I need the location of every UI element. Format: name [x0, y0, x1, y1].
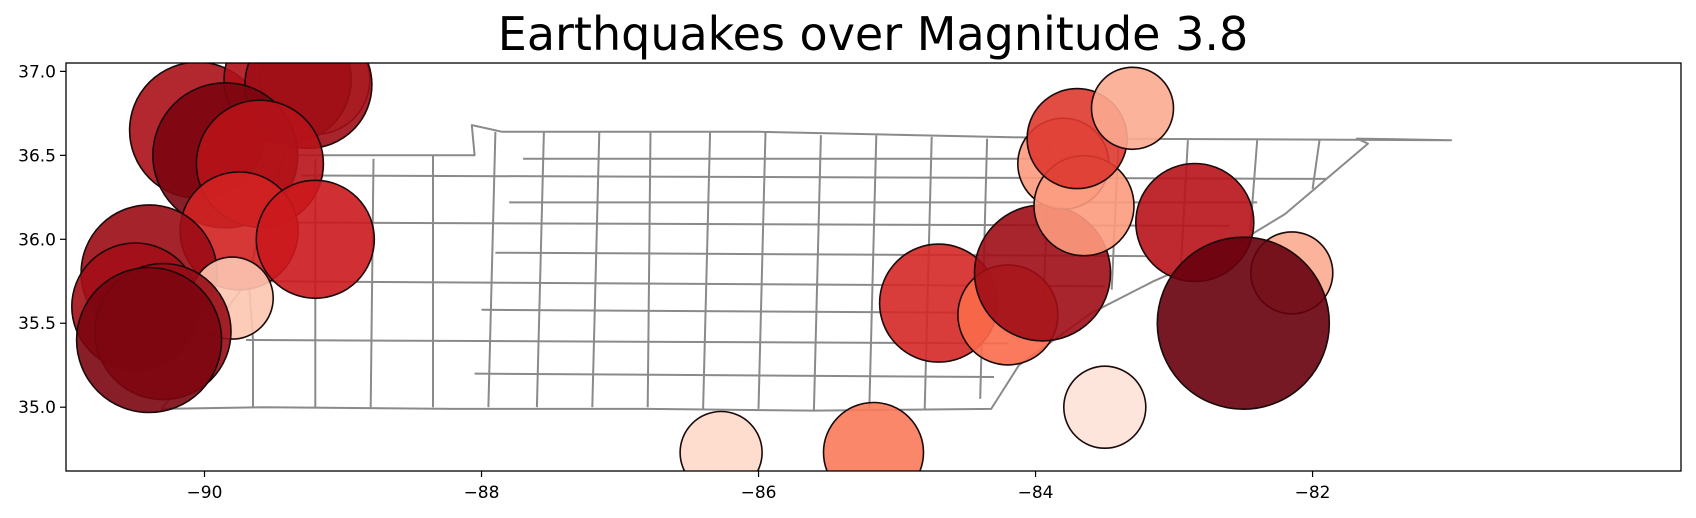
earthquake-marker	[255, 179, 376, 300]
county-boundary-line	[1311, 140, 1321, 190]
y-tick-label: 36.5	[18, 146, 56, 166]
y-tick-label: 36.0	[18, 230, 56, 250]
x-tick-label: −88	[464, 483, 500, 503]
county-boundary-line	[246, 339, 1008, 345]
chart-title: Earthquakes over Magnitude 3.8	[498, 7, 1248, 61]
y-tick-label: 35.5	[18, 314, 56, 334]
earthquake-marker	[822, 401, 925, 471]
county-boundary-line	[812, 135, 822, 411]
y-tick-label: 35.0	[18, 398, 56, 418]
county-boundary-line	[646, 131, 652, 408]
county-boundary-line	[591, 131, 601, 408]
plot-frame	[65, 62, 1682, 472]
x-tick-label: −84	[1018, 483, 1054, 503]
county-boundary-line	[868, 135, 878, 409]
x-tick-label: −82	[1295, 483, 1331, 503]
earthquake-marker	[1063, 365, 1147, 450]
earthquake-marker	[1090, 66, 1175, 151]
earthquake-marker	[75, 266, 223, 414]
earthquake-marker	[679, 410, 763, 471]
y-axis: 35.0 35.5 36.0 36.5 37.0	[18, 62, 66, 418]
x-tick-label: −90	[187, 483, 223, 503]
county-boundary-line	[535, 131, 545, 408]
county-boundary-line	[757, 131, 767, 409]
county-boundary-line	[487, 131, 497, 408]
y-tick-label: 37.0	[18, 62, 56, 82]
county-boundary-line	[474, 372, 995, 378]
x-axis: −90 −88 −86 −84 −82	[187, 471, 1331, 503]
earthquake-points	[71, 63, 1334, 471]
county-boundary-line	[702, 131, 712, 409]
earthquake-marker	[1156, 236, 1331, 411]
x-tick-label: −86	[741, 483, 777, 503]
